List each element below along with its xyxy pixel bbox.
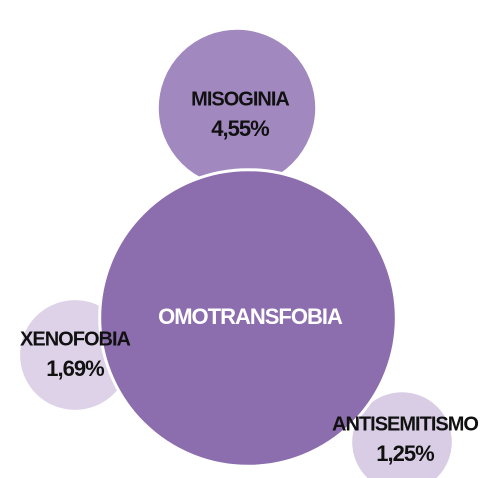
bubble — [98, 168, 398, 468]
category-label: ANTISEMITISMO — [332, 413, 478, 435]
category-label: XENOFOBIA — [20, 328, 130, 350]
value-label: 1,69% — [46, 356, 104, 381]
value-label: 4,55% — [211, 116, 269, 141]
value-label: 1,25% — [376, 441, 434, 466]
bubble — [349, 389, 455, 478]
category-label: OMOTRANSFOBIA — [158, 304, 343, 329]
category-label: MISOGINIA — [191, 88, 289, 110]
